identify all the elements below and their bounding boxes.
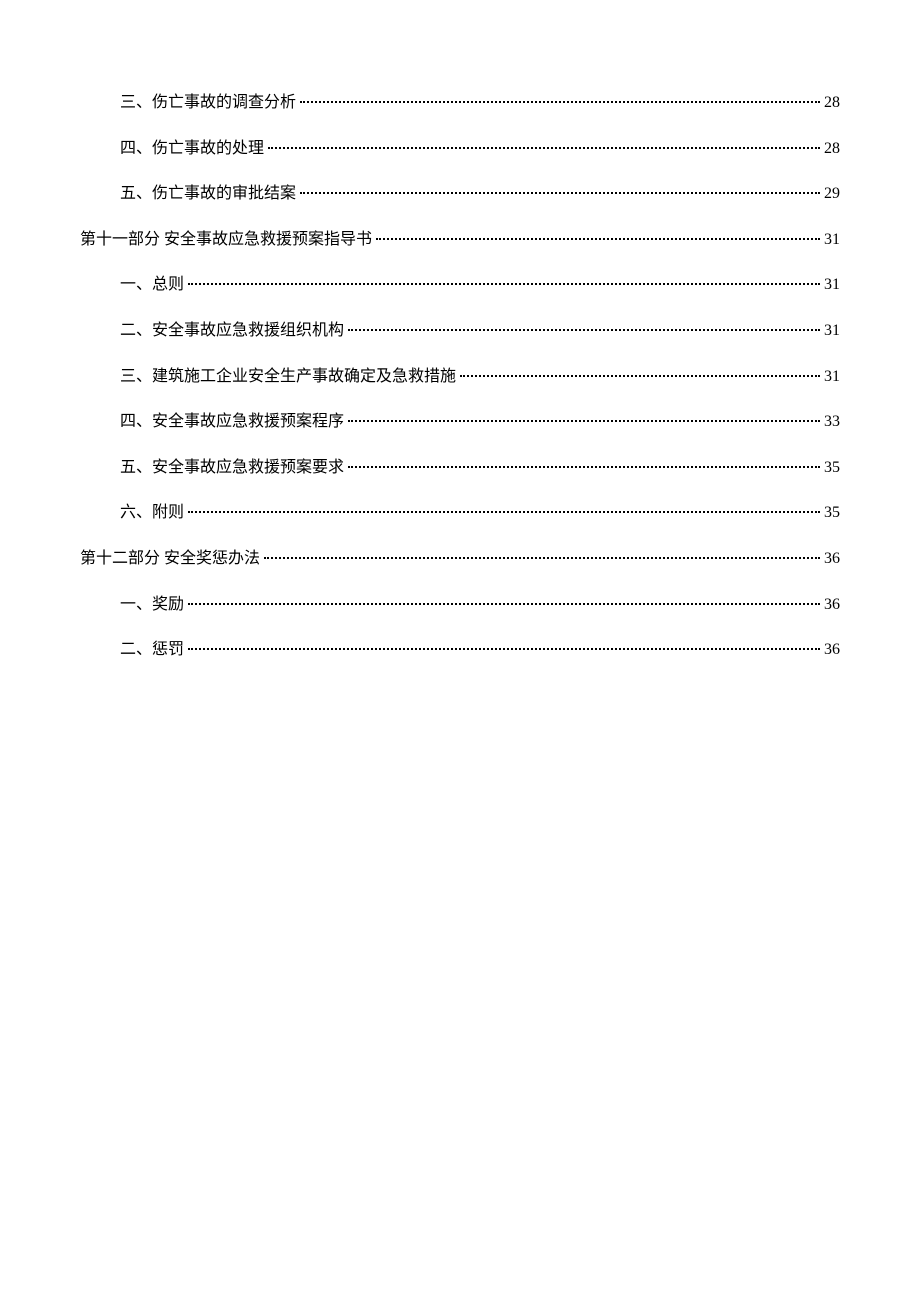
toc-leader-dots [460, 375, 820, 377]
toc-entry-page: 36 [824, 592, 840, 618]
toc-entry: 四、安全事故应急救援预案程序 33 [80, 409, 840, 435]
toc-entry-label: 二、惩罚 [120, 637, 184, 663]
toc-leader-dots [300, 192, 820, 194]
toc-entry: 二、安全事故应急救援组织机构 31 [80, 318, 840, 344]
toc-entry-page: 31 [824, 227, 840, 253]
toc-entry: 五、伤亡事故的审批结案 29 [80, 181, 840, 207]
toc-entry-page: 28 [824, 136, 840, 162]
toc-entry-label: 一、总则 [120, 272, 184, 298]
table-of-contents: 三、伤亡事故的调查分析 28 四、伤亡事故的处理 28 五、伤亡事故的审批结案 … [80, 90, 840, 663]
toc-entry-label: 五、伤亡事故的审批结案 [120, 181, 296, 207]
toc-entry-label: 二、安全事故应急救援组织机构 [120, 318, 344, 344]
toc-entry-page: 31 [824, 364, 840, 390]
toc-entry-label: 第十二部分 安全奖惩办法 [80, 546, 260, 572]
toc-leader-dots [348, 420, 820, 422]
toc-entry-label: 四、安全事故应急救援预案程序 [120, 409, 344, 435]
toc-entry-page: 29 [824, 181, 840, 207]
toc-leader-dots [188, 648, 820, 650]
toc-entry-page: 28 [824, 90, 840, 116]
toc-entry: 三、伤亡事故的调查分析 28 [80, 90, 840, 116]
toc-entry-label: 四、伤亡事故的处理 [120, 136, 264, 162]
toc-entry-label: 三、建筑施工企业安全生产事故确定及急救措施 [120, 364, 456, 390]
toc-entry-page: 31 [824, 272, 840, 298]
toc-leader-dots [300, 101, 820, 103]
toc-entry: 第十二部分 安全奖惩办法 36 [80, 546, 840, 572]
toc-leader-dots [348, 466, 820, 468]
toc-entry-label: 六、附则 [120, 500, 184, 526]
toc-entry: 三、建筑施工企业安全生产事故确定及急救措施 31 [80, 364, 840, 390]
toc-leader-dots [376, 238, 820, 240]
toc-entry-page: 36 [824, 637, 840, 663]
toc-leader-dots [268, 147, 820, 149]
toc-leader-dots [348, 329, 820, 331]
toc-entry: 第十一部分 安全事故应急救援预案指导书 31 [80, 227, 840, 253]
toc-entry: 五、安全事故应急救援预案要求 35 [80, 455, 840, 481]
toc-entry-label: 五、安全事故应急救援预案要求 [120, 455, 344, 481]
toc-entry: 四、伤亡事故的处理 28 [80, 136, 840, 162]
toc-leader-dots [188, 511, 820, 513]
toc-entry: 一、奖励 36 [80, 592, 840, 618]
toc-entry-label: 三、伤亡事故的调查分析 [120, 90, 296, 116]
toc-leader-dots [188, 603, 820, 605]
toc-entry-page: 33 [824, 409, 840, 435]
toc-entry-page: 35 [824, 455, 840, 481]
toc-entry-page: 31 [824, 318, 840, 344]
toc-leader-dots [264, 557, 820, 559]
toc-entry-page: 36 [824, 546, 840, 572]
toc-entry-label: 第十一部分 安全事故应急救援预案指导书 [80, 227, 372, 253]
toc-entry: 一、总则 31 [80, 272, 840, 298]
toc-entry-label: 一、奖励 [120, 592, 184, 618]
toc-entry: 二、惩罚 36 [80, 637, 840, 663]
toc-leader-dots [188, 283, 820, 285]
toc-entry-page: 35 [824, 500, 840, 526]
toc-entry: 六、附则 35 [80, 500, 840, 526]
